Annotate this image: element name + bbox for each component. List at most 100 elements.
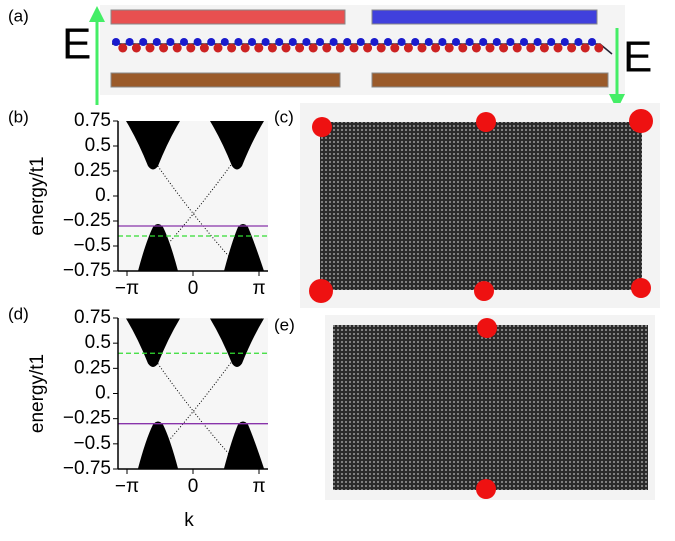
atom <box>445 44 454 53</box>
atom <box>180 38 188 46</box>
y-tick-label: 0.5 <box>85 332 111 353</box>
x-tick-label: 0 <box>188 476 199 497</box>
electrode <box>111 10 345 24</box>
atom <box>309 44 318 53</box>
atom <box>153 38 161 46</box>
atom <box>139 38 147 46</box>
atom <box>118 44 127 53</box>
y-tick-label: −0.75 <box>63 260 111 281</box>
atom <box>282 44 291 53</box>
atom <box>554 44 563 53</box>
y-tick-label: −0.25 <box>63 408 111 429</box>
atom <box>173 44 182 53</box>
atom <box>234 38 242 46</box>
panel-label: (c) <box>274 107 294 126</box>
atom <box>384 38 392 46</box>
atom <box>194 38 202 46</box>
atom <box>458 44 467 53</box>
atom <box>534 38 542 46</box>
atom <box>594 44 603 53</box>
y-tick-label: 0.75 <box>74 110 111 131</box>
atom <box>166 38 174 46</box>
figure: (a) E E (b) (c) (d) (e) 0.75 0.5 0.25 0. −0.… <box>0 0 675 536</box>
atom <box>506 38 514 46</box>
atom <box>295 44 304 53</box>
panel-label: (b) <box>8 107 29 126</box>
atom <box>499 44 508 53</box>
atom <box>547 38 555 46</box>
y-tick-label: 0.75 <box>74 307 111 328</box>
atom <box>411 38 419 46</box>
atom <box>581 44 590 53</box>
atom <box>567 44 576 53</box>
atom <box>588 38 596 46</box>
atom <box>574 38 582 46</box>
atom <box>486 44 495 53</box>
electrode <box>111 73 340 87</box>
y-axis-label: energy/t1 <box>27 156 48 235</box>
y-tick-label: −0.5 <box>73 235 111 256</box>
atom <box>438 38 446 46</box>
panel-label: (d) <box>8 304 29 323</box>
electrode <box>372 73 608 87</box>
lattice <box>333 325 648 490</box>
atom <box>452 38 460 46</box>
atom <box>390 44 399 53</box>
atom <box>254 44 263 53</box>
atom <box>398 38 406 46</box>
panel-label: (e) <box>274 315 295 334</box>
atom <box>520 38 528 46</box>
atom <box>540 44 549 53</box>
atom <box>418 44 427 53</box>
panel-label: (a) <box>8 6 29 25</box>
atom <box>159 44 168 53</box>
atom <box>316 38 324 46</box>
x-tick-label: π <box>252 476 265 497</box>
y-tick-label: 0.25 <box>74 357 111 378</box>
field-label: E <box>62 20 91 69</box>
atom <box>146 44 155 53</box>
y-tick-label: 0.25 <box>74 160 111 181</box>
atom <box>493 38 501 46</box>
atom <box>302 38 310 46</box>
atom <box>404 44 413 53</box>
atom <box>343 38 351 46</box>
electrode <box>372 10 597 24</box>
x-tick-label: −π <box>115 476 139 497</box>
lattice <box>320 122 642 290</box>
y-tick-label: 0. <box>95 185 111 206</box>
x-tick-label: −π <box>115 278 139 299</box>
x-axis-label: k <box>184 510 194 531</box>
atom <box>322 44 331 53</box>
atom <box>377 44 386 53</box>
y-tick-label: −0.75 <box>63 458 111 479</box>
atom <box>214 44 223 53</box>
atom <box>126 38 134 46</box>
atom <box>425 38 433 46</box>
y-tick-label: 0.5 <box>85 135 111 156</box>
atom <box>330 38 338 46</box>
atom <box>262 38 270 46</box>
field-label: E <box>623 33 652 82</box>
atom <box>479 38 487 46</box>
atom <box>526 44 535 53</box>
x-tick-label: π <box>252 278 265 299</box>
atom <box>336 44 345 53</box>
y-tick-label: −0.25 <box>63 210 111 231</box>
atom <box>472 44 481 53</box>
atom <box>227 44 236 53</box>
atom <box>431 44 440 53</box>
atom <box>221 38 229 46</box>
atom <box>112 38 120 46</box>
atom <box>268 44 277 53</box>
atom <box>200 44 209 53</box>
atom <box>513 44 522 53</box>
atom <box>363 44 372 53</box>
atom <box>370 38 378 46</box>
x-tick-label: 0 <box>188 278 199 299</box>
atom <box>561 38 569 46</box>
y-tick-label: 0. <box>95 383 111 404</box>
atom <box>241 44 250 53</box>
atom <box>186 44 195 53</box>
atom <box>132 44 141 53</box>
